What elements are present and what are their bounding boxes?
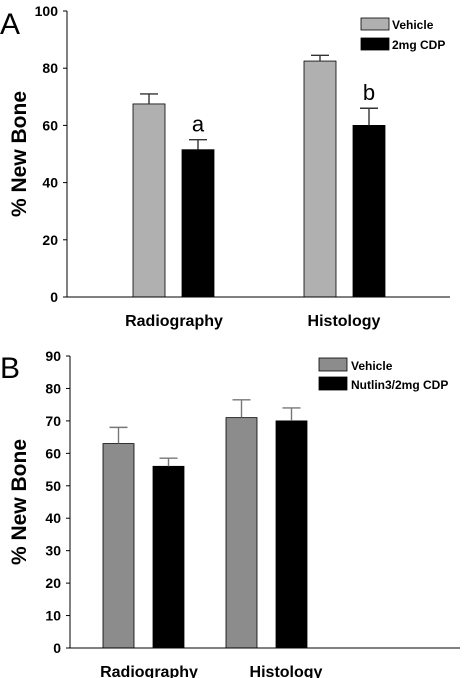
panel-b-y-tick-label: 80 (45, 380, 61, 396)
panel-b-legend-label-nutlin: Nutlin3/2mg CDP (351, 378, 448, 392)
panel-b-y-tick-label: 20 (45, 575, 61, 591)
panel-a-bar (132, 103, 166, 298)
panel-a-bar (352, 125, 386, 298)
panel-b-bar (225, 417, 258, 649)
panel-b-y-tick-label: 90 (45, 348, 61, 364)
panel-a-y-axis-title: % New Bone (8, 91, 31, 217)
panel-a-legend-swatch-vehicle (360, 17, 390, 31)
panel-a-x-label-histology: Histology (308, 313, 381, 330)
panel-b-y-tick-label: 70 (45, 413, 61, 429)
panel-b-y-axis-title: % New Bone (8, 439, 31, 565)
panel-b-x-label-histology: Histology (250, 664, 323, 678)
panel-a-legend: Vehicle 2mg CDP (360, 17, 445, 52)
panel-a-legend-swatch-cdp (360, 37, 390, 51)
panel-a-y-tick-label: 0 (50, 289, 58, 305)
panel-b-bar (102, 443, 135, 649)
panel-a-y-tick-label: 100 (35, 3, 59, 19)
panel-b-y-tick-label: 50 (45, 478, 61, 494)
panel-a-y-tick-label: 60 (42, 117, 58, 133)
panel-a-bar (303, 60, 337, 298)
panel-b-y-tick-label: 40 (45, 510, 61, 526)
panel-a-legend-label-vehicle: Vehicle (392, 18, 434, 32)
panel-b-y-tick-label: 30 (45, 543, 61, 559)
panel-b-x-label-radiography: Radiography (100, 664, 198, 678)
panel-b-bar (275, 420, 308, 649)
panel-b-y-tick-label: 10 (45, 608, 61, 624)
panel-b-legend-swatch-nutlin (318, 376, 348, 391)
panel-b-chart: B 0 10 20 30 40 50 60 70 80 90 Radiography Histolo… (0, 348, 460, 678)
panel-a-letter: A (0, 8, 20, 41)
panel-a-significance-label: b (363, 80, 375, 105)
panel-b-bar (152, 465, 185, 649)
panel-b-y-tick-label: 60 (45, 445, 61, 461)
panel-a-y-tick-label: 80 (42, 60, 58, 76)
panel-b-legend-label-vehicle: Vehicle (351, 359, 393, 373)
panel-b-legend: Vehicle Nutlin3/2mg CDP (318, 357, 448, 392)
panel-a-legend-label-cdp: 2mg CDP (392, 38, 445, 52)
panel-a-x-label-radiography: Radiography (125, 313, 223, 330)
panel-a-y-tick-label: 20 (42, 232, 58, 248)
panel-a-significance-label: a (192, 112, 205, 137)
panel-b-y-tick-label: 0 (53, 640, 61, 656)
panel-a-bar (181, 149, 215, 298)
panel-b-letter: B (0, 352, 20, 385)
panel-b-legend-swatch-vehicle (318, 357, 348, 372)
panel-a-y-tick-label: 40 (42, 175, 58, 191)
panel-a-chart: A a b 0 20 40 60 80 100 Radiography Histology %… (0, 3, 450, 330)
